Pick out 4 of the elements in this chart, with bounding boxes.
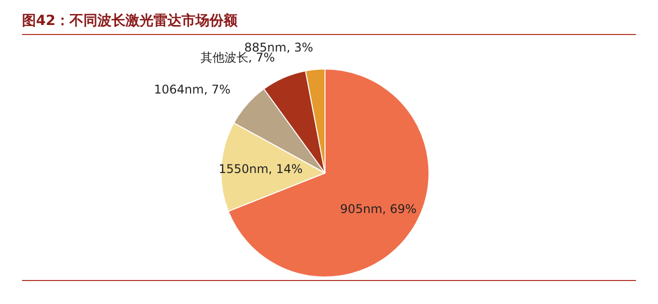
slice-label: 1064nm, 7% <box>154 82 230 97</box>
slice-label: 905nm, 69% <box>340 202 417 216</box>
chart-title: 图42：不同波长激光雷达市场份额 <box>22 12 238 30</box>
slice-label: 1550nm, 14% <box>218 162 303 176</box>
